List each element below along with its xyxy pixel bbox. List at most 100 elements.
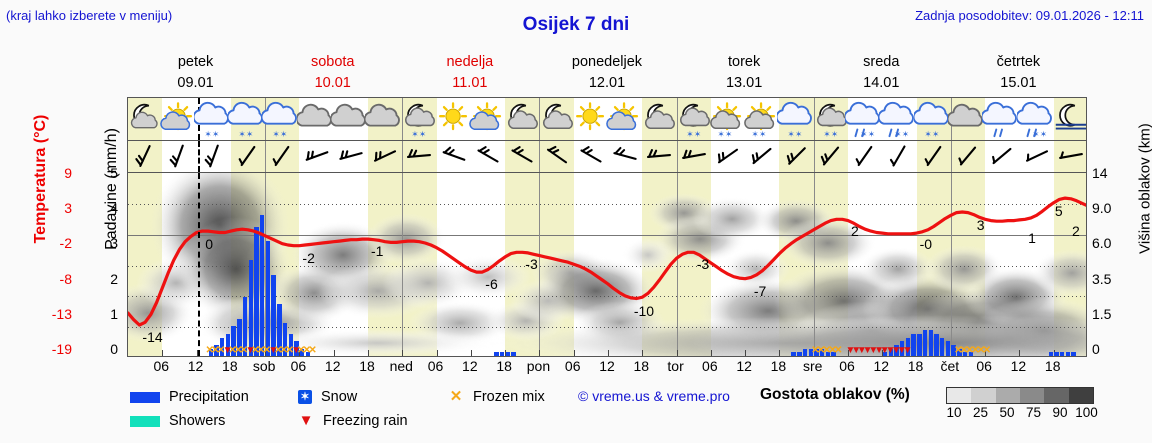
temperature-annotation: -6 [485,276,498,293]
freezing-rain-marker: ▼ [851,345,862,356]
precipitation-bar [271,274,276,356]
freezing-rain-marker: ▼ [891,345,902,356]
svg-text:✶: ✶ [718,130,725,140]
frozen-mix-marker: ✕ [239,345,249,356]
freezing-rain-marker: ▼ [874,345,884,356]
precipitation-bar [299,348,305,356]
cloud-density-level-label: 90 [1052,405,1068,420]
meteogram-chart-panel: ✕ ✕ ✕ ▼ ✕ ✕ ✕ ▼ ✕ ✕ ✕ ▼ ✕ ✕ ✕ ▼ ✕ ✕ ✕ ✕ ✕ ✕ ✕ ✕ ▼ ▼ ▼ ▼ ▼ ▼ ▼ ▼ ▼ ▼ ▼ ✕ ✕ ✕ ✕ ✕… [127,172,1087,357]
x-axis-tick [642,350,644,356]
frozen-mix-marker: ✕ [234,345,243,356]
wind-barb [339,141,363,171]
wind-barb [922,141,946,171]
precipitation-bar [1071,352,1076,356]
wind-barb [270,141,294,171]
day-separator [950,141,952,172]
current-time-marker [197,173,200,356]
day-column-četrtek: četrtek 15.01 [950,52,1087,96]
x-tick-label: pon [526,358,551,374]
svg-text:✶: ✶ [759,130,766,140]
weather-icon-sun-cloud [159,100,199,140]
freezing-rain-marker: ▼ [879,345,890,356]
precipitation-bar [494,352,499,356]
x-tick-label: 18 [633,358,650,374]
temperature-annotation: -0 [919,236,933,253]
day-column-torek: torek 13.01 [676,52,813,96]
frozen-mix-marker: ✕ [279,345,289,356]
precipitation-bar [819,348,825,356]
frozen-mix-marker: ✕ [965,345,974,356]
precipitation-bar [905,337,911,356]
axis-tick: 5 [110,165,118,181]
wind-barb [167,141,191,171]
horizontal-gridline [128,327,1086,328]
precipitation-bar [791,352,796,356]
cloud-density-level-label: 10 [946,405,962,420]
wind-barb [133,141,157,171]
wind-barb [785,141,809,171]
day-separator [950,173,952,356]
day-separator [539,141,541,172]
weather-icon-moon-fog [1051,100,1086,140]
x-tick-label: 06 [427,358,444,374]
wind-barb [236,141,260,171]
axis-tick: 3 [110,235,118,252]
wind-barb-panel [127,141,1087,172]
temperature-line-svg [128,196,1086,327]
freezing-rain-marker: ▼ [902,345,913,356]
frozen-mix-marker: ✕ [976,345,986,356]
day-separator [813,141,815,172]
svg-text:✶: ✶ [895,130,902,140]
freezing-rain-marker: ▼ [862,345,873,356]
day-separator [813,173,815,356]
x-axis-tick [745,350,747,356]
x-axis-tick [368,350,369,356]
day-column-petek: petek 09.01 [127,52,264,96]
precipitation-bar [899,341,905,356]
x-tick-label: 06 [839,358,855,374]
x-axis-tick [608,350,609,356]
axis-tick: 6.0 [1092,235,1112,252]
svg-text:✶: ✶ [868,130,875,140]
precipitation-bar [894,344,899,356]
day-separator [402,173,404,356]
axis-tick: 1.5 [1092,305,1112,322]
x-tick-label: 12 [187,358,204,374]
day-separator [265,141,267,172]
wind-barb [476,141,500,171]
precipitation-bar [242,296,248,356]
weather-icon-sun [434,100,474,140]
frozen-mix-marker: ✕ [285,345,294,356]
weather-icon-cloud-rain-snow: ✶ ✶ [1016,100,1057,140]
wind-barb [202,141,226,171]
precipitation-bar [259,215,265,356]
freezing-rain-marker: ▼ [845,345,856,356]
weather-icon-cloud-rain-snow: ✶ ✶ [879,100,919,140]
axis-tick: 3.5 [1092,270,1112,287]
wind-barb [373,141,397,171]
snow-icon: ✶ [298,390,312,405]
precipitation-bar [945,341,951,356]
svg-text:✶: ✶ [204,130,211,140]
x-axis-tick [779,350,781,356]
day-column-sreda: sreda 14.01 [813,52,950,96]
cloud-density-swatch [1044,388,1069,403]
svg-text:✶: ✶ [686,130,693,140]
day-date: 10.01 [314,75,351,91]
x-tick-label: tor [667,358,684,374]
wind-barb [510,141,534,171]
precipitation-bar [825,352,831,356]
weather-icon-panel: ✶ ✶ ✶ ✶ ✶ ✶ ✶ ✶ ✶ ✶ ✶ ✶ ✶ ✶ ✶ ✶ ✶ ✶ ✶ ✶ ✶ ✶ ✶ ✶ ✶ ✶ [127,97,1087,141]
svg-text:✶: ✶ [752,130,759,140]
temperature-annotation: -2 [302,249,315,266]
page-title: Osijek 7 dni [522,14,630,35]
day-name: petek [177,54,214,70]
x-axis-tick [676,350,678,356]
legend-snow: ✶ Snow [298,386,357,408]
x-tick-label: sre [802,358,823,374]
precipitation-bar [282,322,288,356]
x-tick-label: 06 [290,358,307,374]
x-tick-label: 12 [599,358,615,374]
day-separator [539,98,541,140]
precipitation-bar [911,333,916,356]
